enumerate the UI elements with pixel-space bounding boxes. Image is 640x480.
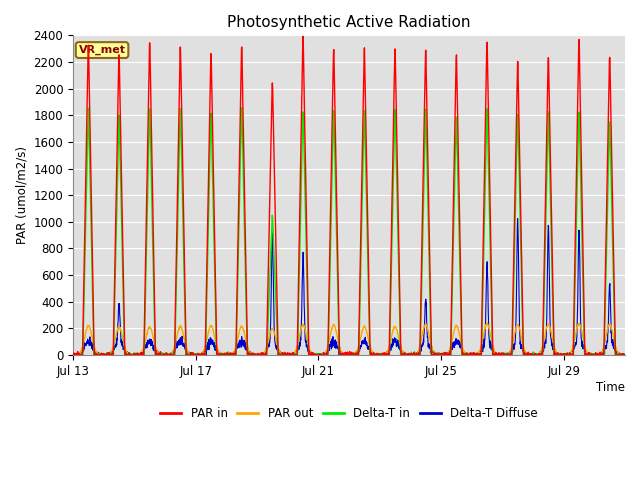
PAR out (438, 352, 445, 358)
Delta-T in (371, 352, 378, 358)
PAR out (69, 352, 77, 358)
PAR out (599, 346, 607, 352)
PAR in (69, 352, 77, 358)
Title: Photosynthetic Active Radiation: Photosynthetic Active Radiation (227, 15, 471, 30)
PAR in (438, 350, 445, 356)
Line: Delta-T Diffuse: Delta-T Diffuse (73, 219, 640, 355)
Delta-T in (70, 352, 77, 358)
Legend: PAR in, PAR out, Delta-T in, Delta-T Diffuse: PAR in, PAR out, Delta-T in, Delta-T Dif… (156, 402, 543, 425)
PAR in (367, 352, 374, 358)
Line: PAR in: PAR in (73, 36, 640, 355)
Delta-T in (123, 351, 131, 357)
Delta-T in (238, 105, 246, 110)
Delta-T in (600, 352, 607, 358)
Delta-T in (69, 352, 77, 358)
X-axis label: Time: Time (596, 381, 625, 394)
Delta-T Diffuse (367, 346, 374, 352)
PAR out (370, 351, 378, 357)
PAR in (509, 273, 517, 278)
Delta-T in (438, 352, 446, 358)
Delta-T Diffuse (509, 346, 517, 351)
Delta-T in (509, 288, 517, 294)
PAR in (599, 350, 607, 356)
Delta-T Diffuse (370, 351, 378, 357)
PAR out (509, 337, 517, 343)
Line: Delta-T in: Delta-T in (73, 108, 640, 355)
PAR out (367, 345, 374, 350)
Delta-T Diffuse (438, 352, 445, 358)
Y-axis label: PAR (umol/m2/s): PAR (umol/m2/s) (15, 146, 28, 244)
PAR out (122, 348, 130, 354)
PAR in (299, 34, 307, 39)
Delta-T Diffuse (599, 349, 607, 355)
PAR in (371, 352, 378, 358)
Line: PAR out: PAR out (73, 323, 640, 355)
PAR in (122, 350, 130, 356)
Delta-T Diffuse (514, 216, 522, 222)
Delta-T in (367, 351, 374, 357)
Delta-T Diffuse (122, 348, 130, 354)
Text: VR_met: VR_met (79, 45, 125, 55)
Delta-T Diffuse (69, 352, 77, 358)
PAR out (484, 320, 492, 326)
